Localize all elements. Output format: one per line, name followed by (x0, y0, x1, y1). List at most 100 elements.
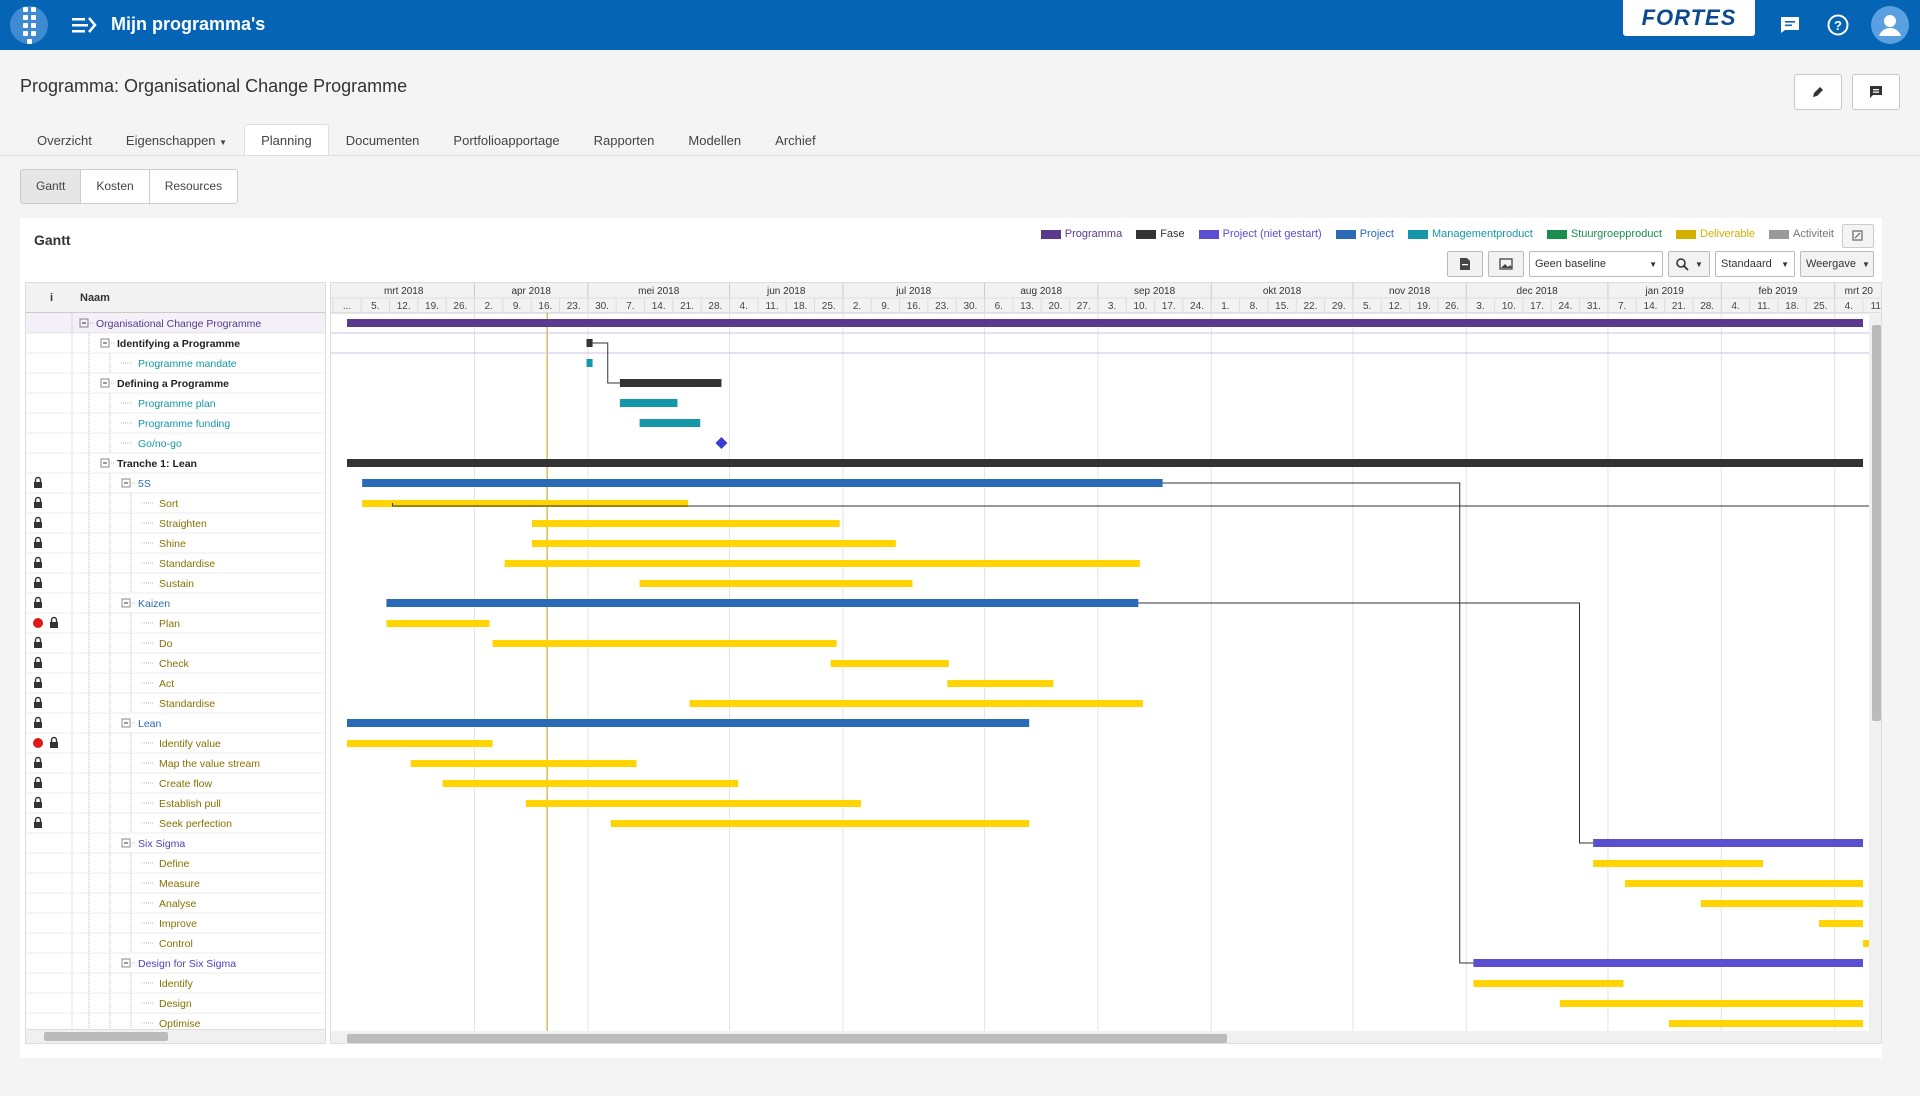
table-row[interactable]: Programme plan (26, 393, 326, 414)
subtab-resources[interactable]: Resources (164, 179, 223, 193)
grid-horizontal-scrollbar[interactable] (26, 1029, 325, 1043)
row-label[interactable]: Identifying a Programme (117, 338, 240, 350)
subtab-kosten[interactable]: Kosten (81, 170, 150, 203)
tab-modellen[interactable]: Modellen (688, 133, 742, 148)
table-row[interactable]: Do (26, 633, 326, 654)
table-row[interactable]: Straighten (26, 513, 326, 534)
collapse-toggle-icon[interactable] (121, 718, 136, 728)
table-row[interactable]: Improve (26, 913, 326, 934)
gantt-bar-programme-funding[interactable] (639, 419, 701, 427)
row-label[interactable]: Kaizen (138, 598, 170, 610)
table-row[interactable]: Map the value stream (26, 753, 326, 774)
gantt-bar-seek-perfection[interactable] (610, 820, 1030, 827)
gantt-bar-straighten[interactable] (531, 520, 840, 527)
chat-icon[interactable] (1778, 13, 1802, 37)
collapse-toggle-icon[interactable] (100, 378, 115, 388)
gantt-bar-design-for-six-sigma[interactable] (1473, 959, 1863, 967)
row-label[interactable]: Control (159, 938, 193, 950)
gantt-bar-control[interactable] (1863, 940, 1869, 947)
gantt-bar-programme-mandate[interactable] (586, 359, 593, 367)
export-image-button[interactable] (1488, 251, 1524, 277)
row-label[interactable]: Sort (159, 498, 178, 510)
table-row[interactable]: Six Sigma (26, 833, 326, 854)
table-row[interactable]: Sort (26, 493, 326, 514)
row-label[interactable]: Check (159, 658, 190, 670)
gantt-bar-six-sigma[interactable] (1593, 839, 1863, 847)
row-label[interactable]: Sustain (159, 578, 194, 590)
gantt-bar-establish-pull[interactable] (525, 800, 861, 807)
table-row[interactable]: Organisational Change Programme (26, 313, 326, 334)
row-label[interactable]: Defining a Programme (117, 378, 229, 390)
edit-button[interactable] (1794, 74, 1842, 110)
row-label[interactable]: Standardise (159, 698, 215, 710)
gantt-bar-check[interactable] (830, 660, 949, 667)
gantt-bar-tranche-1-lean[interactable] (347, 459, 1863, 467)
collapse-toggle-icon[interactable] (100, 458, 115, 468)
legend-settings-button[interactable] (1842, 224, 1874, 248)
row-label[interactable]: Shine (159, 538, 186, 550)
row-label[interactable]: Optimise (159, 1018, 201, 1030)
row-label[interactable]: Act (159, 678, 174, 690)
table-row[interactable]: Go/no-go (26, 433, 326, 454)
gantt-bar-define[interactable] (1593, 860, 1763, 867)
gantt-bar-do[interactable] (492, 640, 837, 647)
user-avatar-icon[interactable] (1871, 6, 1909, 44)
table-row[interactable]: Shine (26, 533, 326, 554)
row-label[interactable]: Identify value (159, 738, 221, 750)
row-label[interactable]: Programme mandate (138, 358, 237, 370)
name-column-header[interactable]: Naam (80, 292, 110, 304)
row-label[interactable]: Define (159, 858, 190, 870)
menu-toggle-icon[interactable] (70, 13, 98, 37)
table-row[interactable]: Standardise (26, 553, 326, 574)
baseline-select[interactable]: Geen baseline ▼ (1529, 251, 1663, 277)
table-row[interactable]: Tranche 1: Lean (26, 453, 326, 474)
collapse-toggle-icon[interactable] (121, 958, 136, 968)
view-select[interactable]: Standaard ▼ (1715, 251, 1795, 277)
tab-overzicht[interactable]: Overzicht (37, 133, 92, 148)
gantt-bar-map-the-value-stream[interactable] (410, 760, 637, 767)
gantt-bar-optimise[interactable] (1668, 1020, 1863, 1027)
row-label[interactable]: Do (159, 638, 173, 650)
comment-button[interactable] (1852, 74, 1900, 110)
tab-portfolioapportage[interactable]: Portfolioapportage (453, 133, 560, 148)
table-row[interactable]: 5S (26, 473, 326, 494)
gantt-bar-design[interactable] (1559, 1000, 1863, 1007)
gantt-bar-analyse[interactable] (1700, 900, 1863, 907)
gantt-bar-standardise[interactable] (689, 700, 1143, 707)
table-row[interactable]: Identify (26, 973, 326, 994)
gantt-bar-improve[interactable] (1819, 920, 1863, 927)
table-row[interactable]: Measure (26, 873, 326, 894)
table-row[interactable]: Design (26, 993, 326, 1014)
chart-scroll-thumb[interactable] (347, 1034, 1227, 1043)
row-label[interactable]: Analyse (159, 898, 197, 910)
chart-horizontal-scrollbar[interactable] (331, 1031, 1882, 1044)
table-row[interactable]: Sustain (26, 573, 326, 594)
gantt-bar-sort[interactable] (362, 500, 689, 507)
tab-rapporten[interactable]: Rapporten (593, 133, 655, 148)
gantt-bar-measure[interactable] (1624, 880, 1863, 887)
table-row[interactable]: Defining a Programme (26, 373, 326, 394)
row-label[interactable]: Programme funding (138, 418, 230, 430)
table-row[interactable]: Create flow (26, 773, 326, 794)
table-row[interactable]: Act (26, 673, 326, 694)
gantt-bar-act[interactable] (947, 680, 1054, 687)
gantt-bar-shine[interactable] (531, 540, 896, 547)
table-row[interactable]: Define (26, 853, 326, 874)
row-label[interactable]: Improve (159, 918, 197, 930)
table-row[interactable]: Plan (26, 613, 326, 634)
table-row[interactable]: Kaizen (26, 593, 326, 614)
collapse-toggle-icon[interactable] (79, 318, 94, 328)
display-dropdown[interactable]: Weergave ▼ (1800, 251, 1874, 277)
gantt-bar-5s[interactable] (362, 479, 1163, 487)
chart-vscroll-thumb[interactable] (1872, 325, 1881, 721)
zoom-button[interactable]: ▼ (1668, 251, 1710, 277)
grid-scroll-thumb[interactable] (44, 1032, 168, 1041)
gantt-bar-standardise[interactable] (504, 560, 1140, 567)
gantt-bar-plan[interactable] (386, 620, 490, 627)
gantt-bar-identifying-a-programme[interactable] (586, 339, 593, 347)
row-label[interactable]: Identify (159, 978, 194, 990)
chart-vertical-scrollbar[interactable] (1869, 313, 1882, 1031)
gantt-bar-sustain[interactable] (639, 580, 913, 587)
gantt-bar-defining-a-programme[interactable] (619, 379, 722, 387)
table-row[interactable]: Programme funding (26, 413, 326, 434)
